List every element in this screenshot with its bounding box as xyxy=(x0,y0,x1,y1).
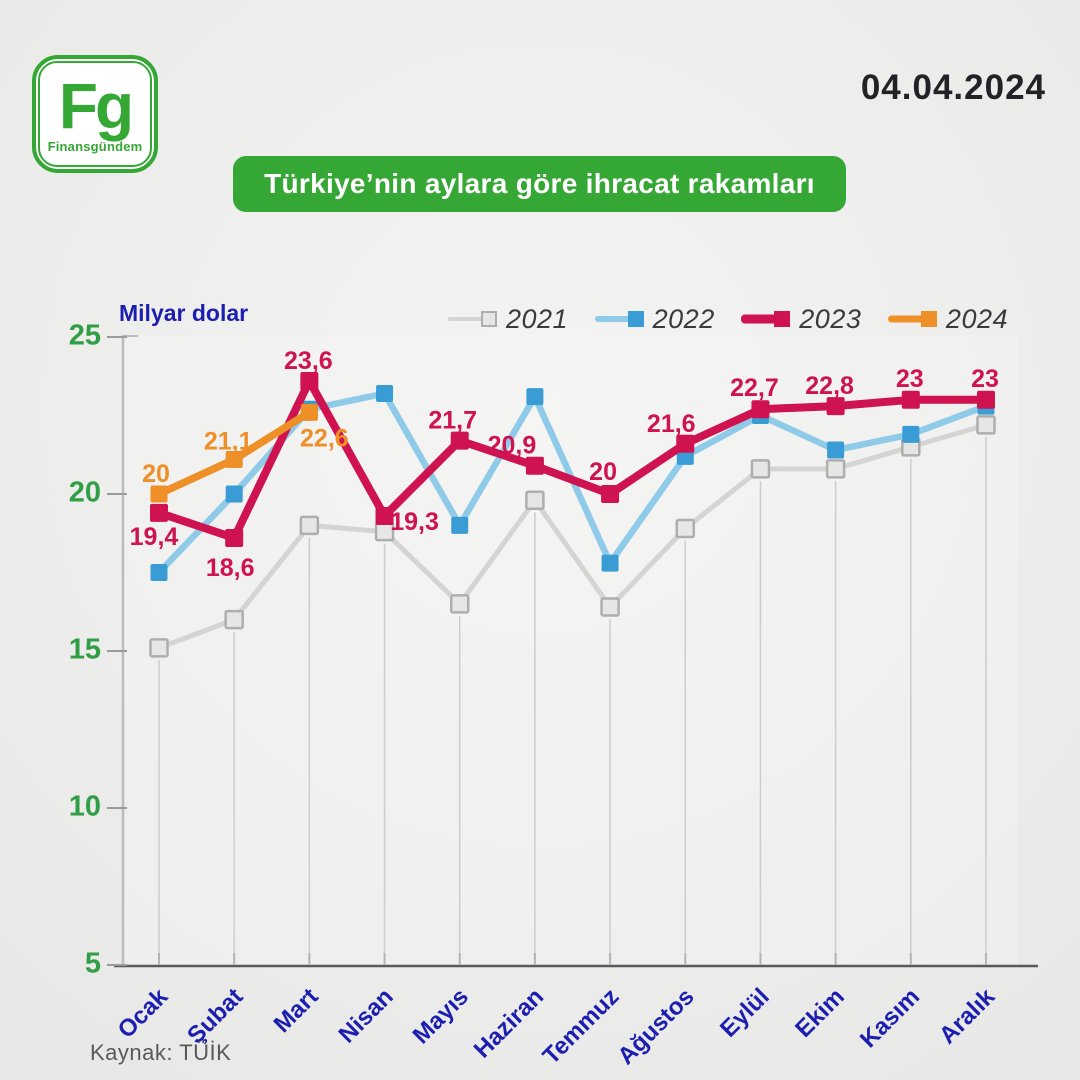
legend-item-2021: 2021 xyxy=(448,304,568,335)
svg-text:Aralık: Aralık xyxy=(934,983,1001,1050)
chart-title: Türkiye’nin aylara göre ihracat rakamlar… xyxy=(264,168,815,199)
svg-text:Ekim: Ekim xyxy=(790,983,850,1043)
chart-legend: 2021 2022 2023 2024 xyxy=(448,304,1008,334)
legend-swatch-icon-2022 xyxy=(594,311,644,327)
svg-text:21,6: 21,6 xyxy=(647,410,696,438)
svg-text:Nisan: Nisan xyxy=(333,983,398,1048)
svg-text:23: 23 xyxy=(896,365,924,393)
legend-item-2022: 2022 xyxy=(594,303,715,335)
legend-item-2024: 2024 xyxy=(887,303,1008,335)
legend-item-2023: 2023 xyxy=(741,304,861,335)
svg-text:23: 23 xyxy=(971,365,999,393)
logo-brand-text: Finansgündem xyxy=(47,139,143,155)
svg-text:Temmuz: Temmuz xyxy=(538,983,625,1070)
svg-text:18,6: 18,6 xyxy=(206,554,255,582)
svg-text:Eylül: Eylül xyxy=(715,983,775,1043)
finansgundem-logo: Fg Finansgündem xyxy=(32,55,158,173)
legend-label-2024: 2024 xyxy=(945,303,1008,334)
legend-label-2023: 2023 xyxy=(799,303,862,334)
logo-monogram: Fg xyxy=(58,69,134,142)
svg-text:Mayıs: Mayıs xyxy=(408,983,474,1049)
svg-text:25: 25 xyxy=(69,320,101,352)
svg-text:19,3: 19,3 xyxy=(390,508,439,536)
legend-label-2022: 2022 xyxy=(652,303,715,334)
legend-label-2021: 2021 xyxy=(506,303,569,334)
svg-text:10: 10 xyxy=(69,791,101,823)
svg-text:Ocak: Ocak xyxy=(113,983,174,1044)
legend-swatch-icon-2023 xyxy=(741,311,791,327)
svg-text:19,4: 19,4 xyxy=(130,523,179,551)
svg-text:Ağustos: Ağustos xyxy=(613,983,700,1070)
chart-title-banner: Türkiye’nin aylara göre ihracat rakamlar… xyxy=(233,156,846,212)
svg-text:Kasım: Kasım xyxy=(855,983,925,1053)
svg-text:Mart: Mart xyxy=(269,983,324,1038)
svg-text:22,7: 22,7 xyxy=(730,374,779,402)
svg-text:21,1: 21,1 xyxy=(204,427,253,455)
legend-swatch-icon-2021 xyxy=(448,311,497,327)
svg-text:15: 15 xyxy=(69,634,101,666)
date-label: 04.04.2024 xyxy=(860,68,1046,107)
svg-text:5: 5 xyxy=(85,948,101,980)
svg-text:20: 20 xyxy=(142,460,170,488)
svg-text:20,9: 20,9 xyxy=(488,432,537,460)
source-label: Kaynak: TÜİK xyxy=(90,1040,232,1065)
svg-text:20: 20 xyxy=(69,477,101,509)
y-axis-unit-label: Milyar dolar xyxy=(119,300,249,326)
svg-text:23,6: 23,6 xyxy=(284,347,333,375)
svg-text:22,6: 22,6 xyxy=(300,424,349,452)
svg-text:21,7: 21,7 xyxy=(428,407,477,435)
svg-text:20: 20 xyxy=(589,458,617,486)
legend-swatch-icon-2024 xyxy=(887,311,937,327)
svg-text:22,8: 22,8 xyxy=(805,372,854,400)
